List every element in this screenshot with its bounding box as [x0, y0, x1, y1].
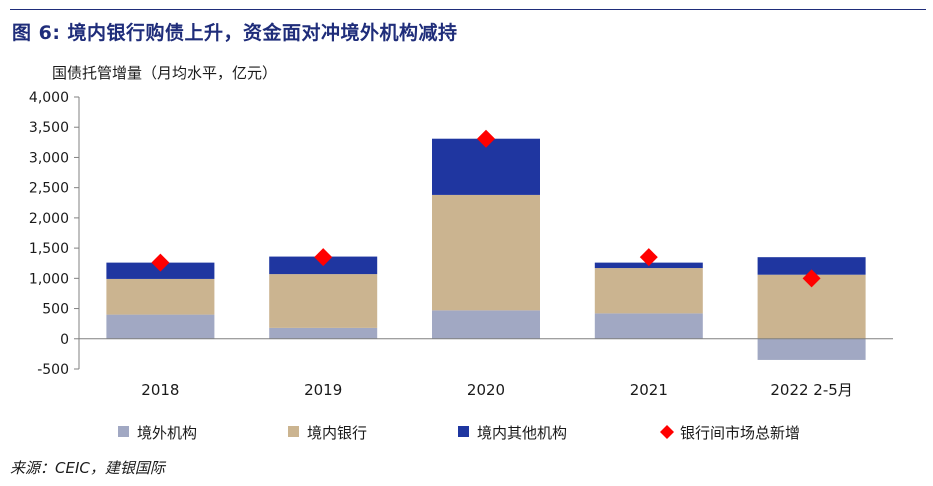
y-tick-label: 1,500 [29, 241, 69, 257]
markers-layer [151, 129, 821, 288]
legend-swatch [458, 426, 469, 437]
bar-segment [432, 310, 540, 339]
y-tick-label: 1,000 [29, 271, 69, 287]
y-tick-label: 3,000 [29, 150, 69, 166]
legend-swatch-marker [660, 425, 674, 439]
total-marker [477, 129, 495, 148]
bar-segment [757, 338, 866, 360]
total-marker [639, 248, 658, 267]
bar-segment [594, 268, 703, 314]
figure-title: 图 6: 境内银行购债上升，资金面对冲境外机构减持 [12, 22, 458, 44]
bar-segment [432, 194, 540, 311]
legend-label: 境内其他机构 [477, 424, 567, 442]
bar-segment [269, 327, 378, 339]
bar-segment [269, 274, 378, 328]
x-tick-label: 2019 [304, 381, 342, 399]
source-note: 来源：CEIC，建银国际 [10, 459, 165, 477]
y-tick-label: 500 [42, 302, 69, 318]
legend-label: 境内银行 [307, 424, 367, 442]
total-marker [151, 253, 170, 272]
legend-swatch [118, 426, 129, 437]
total-marker [802, 269, 821, 288]
y-tick-label: 4,000 [29, 90, 69, 106]
x-tick-label: 2022 2-5月 [770, 381, 852, 399]
y-tick-label: -500 [37, 362, 69, 378]
y-tick-label: 2,500 [29, 181, 69, 197]
bar-segment [106, 314, 215, 339]
x-tick-label: 2018 [141, 381, 179, 399]
x-tick-label: 2020 [467, 381, 505, 399]
y-axis: -500 0 500 1,000 1,500 2,000 2,500 3,000 3,500 4,… [29, 90, 80, 378]
unit-label: 国债托管增量（月均水平，亿元） [52, 64, 278, 82]
x-axis: 2018 2019 2020 2021 2022 2-5月 [79, 338, 893, 399]
legend-label: 境外机构 [137, 424, 197, 442]
legend: 境外机构 境内银行 境内其他机构 银行间市场总新增 [118, 424, 800, 442]
bars-layer [106, 138, 866, 360]
y-tick-label: 2,000 [29, 211, 69, 227]
title-rule [10, 9, 926, 10]
y-tick-label: 0 [60, 332, 69, 348]
bar-segment [432, 138, 540, 195]
bar-segment [106, 278, 215, 315]
total-marker [314, 248, 333, 267]
y-tick-label: 3,500 [29, 120, 69, 136]
x-tick-label: 2021 [630, 381, 668, 399]
legend-swatch [288, 426, 299, 437]
bar-segment [757, 257, 866, 275]
bar-segment [594, 313, 703, 339]
legend-label: 银行间市场总新增 [680, 424, 800, 442]
